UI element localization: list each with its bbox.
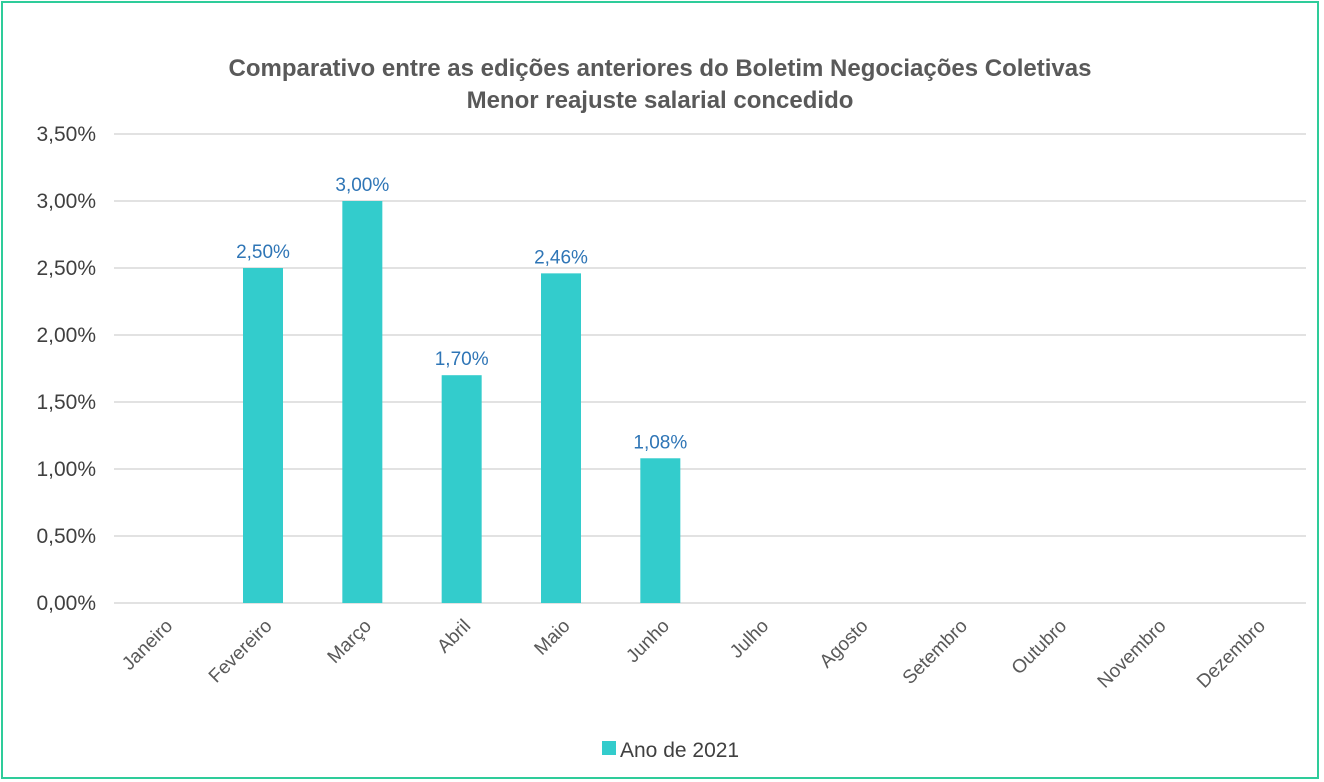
y-tick-label: 3,50% xyxy=(36,123,96,146)
x-tick-label: Março xyxy=(324,616,376,668)
x-tick-label: Novembro xyxy=(1094,616,1171,693)
bar xyxy=(541,273,581,603)
data-label: 2,50% xyxy=(236,242,290,263)
x-tick-label: Janeiro xyxy=(118,616,177,675)
y-tick-label: 0,00% xyxy=(36,592,96,615)
y-tick-label: 1,50% xyxy=(36,391,96,414)
chart-subtitle: Menor reajuste salarial concedido xyxy=(467,87,854,114)
x-tick-label: Agosto xyxy=(816,616,873,673)
legend-swatch xyxy=(602,741,616,755)
y-tick-label: 0,50% xyxy=(36,525,96,548)
legend: Ano de 2021 xyxy=(602,739,739,762)
bar xyxy=(441,375,482,603)
data-labels: 2,50% 3,00% 1,70% 2,46% 1,08% xyxy=(236,175,687,453)
x-tick-label: Abril xyxy=(433,616,475,658)
x-tick-label: Fevereiro xyxy=(205,616,277,688)
bar xyxy=(640,458,681,603)
x-tick-label: Setembro xyxy=(899,616,972,689)
legend-label: Ano de 2021 xyxy=(620,739,739,762)
data-label: 1,70% xyxy=(435,349,489,370)
bars xyxy=(243,201,681,603)
gridlines xyxy=(114,133,1306,604)
x-axis-ticks: Janeiro Fevereiro Março Abril Maio Junho Julho… xyxy=(118,616,1270,693)
data-label: 1,08% xyxy=(633,432,687,453)
bar xyxy=(243,268,283,603)
y-tick-label: 3,00% xyxy=(36,190,96,213)
x-tick-label: Outubro xyxy=(1008,616,1071,679)
data-label: 3,00% xyxy=(335,175,389,196)
data-label: 2,46% xyxy=(534,247,588,268)
chart-title: Comparativo entre as edições anteriores … xyxy=(229,55,1092,82)
x-tick-label: Julho xyxy=(726,616,773,663)
y-tick-label: 2,50% xyxy=(36,257,96,280)
y-tick-label: 1,00% xyxy=(36,458,96,481)
y-tick-label: 2,00% xyxy=(36,324,96,347)
bar xyxy=(342,201,383,603)
x-tick-label: Junho xyxy=(622,616,673,667)
x-tick-label: Maio xyxy=(531,616,575,660)
y-axis-ticks: 0,00% 0,50% 1,00% 1,50% 2,00% 2,50% 3,00% 3,50% xyxy=(36,123,96,615)
x-tick-label: Dezembro xyxy=(1193,616,1270,693)
